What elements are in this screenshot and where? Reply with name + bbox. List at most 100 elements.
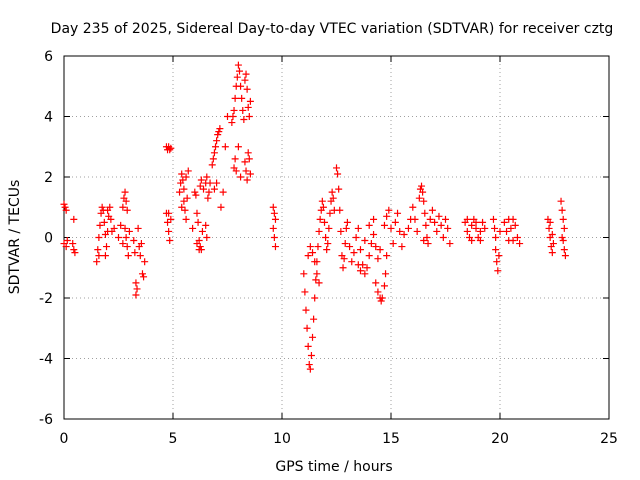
data-point [209, 155, 217, 163]
data-point [370, 230, 378, 238]
data-point [196, 182, 204, 190]
data-point [208, 161, 216, 169]
x-axis-label: GPS time / hours [275, 459, 392, 475]
data-point [463, 227, 471, 235]
data-point [548, 230, 556, 238]
data-point [361, 270, 369, 278]
data-point [476, 237, 484, 245]
data-point [396, 227, 404, 235]
data-point [418, 182, 426, 190]
data-point [422, 221, 430, 229]
data-point [500, 218, 508, 226]
data-point [400, 230, 408, 238]
data-point [229, 113, 237, 120]
data-point [191, 188, 199, 196]
data-point [516, 240, 524, 248]
data-point [166, 237, 174, 245]
data-point [179, 176, 187, 184]
data-point [378, 294, 386, 302]
data-point [428, 206, 436, 214]
data-point [203, 234, 211, 241]
data-point [391, 218, 399, 226]
data-point [242, 70, 250, 78]
data-point [243, 176, 251, 184]
data-point [245, 155, 253, 163]
x-tick-label: 25 [600, 431, 618, 447]
data-point [244, 103, 252, 111]
data-point [269, 203, 277, 211]
data-point [305, 361, 313, 369]
data-point [269, 224, 277, 232]
data-point [431, 218, 439, 226]
data-point [356, 246, 364, 254]
data-point [361, 237, 369, 245]
data-point [121, 224, 129, 232]
data-point [95, 234, 103, 241]
data-point [372, 243, 380, 251]
data-point [245, 113, 253, 120]
data-point [318, 197, 326, 205]
data-point [137, 240, 145, 248]
data-point [100, 218, 108, 226]
data-point [70, 215, 78, 223]
data-point [180, 197, 188, 205]
data-point [215, 128, 223, 136]
data-point [95, 252, 103, 260]
data-point [178, 170, 186, 178]
data-point [354, 261, 362, 269]
data-point [365, 252, 373, 260]
data-point [117, 221, 125, 229]
data-point [167, 215, 175, 223]
data-point [545, 224, 553, 232]
data-point [63, 237, 71, 245]
data-point [122, 197, 130, 205]
data-point [124, 252, 132, 260]
data-point [61, 203, 69, 211]
data-point [202, 221, 210, 229]
y-axis-label: SDTVAR / TECUs [7, 180, 23, 295]
data-point [496, 227, 504, 235]
data-point [444, 224, 452, 232]
data-point [363, 264, 371, 272]
data-point [303, 324, 311, 332]
data-point [304, 342, 312, 350]
data-point [216, 125, 224, 133]
x-tick-label: 5 [169, 431, 178, 447]
data-point [306, 243, 314, 251]
data-point [311, 294, 319, 302]
data-point [243, 85, 251, 93]
data-point [560, 246, 568, 254]
data-point [374, 288, 382, 296]
data-point [93, 258, 101, 266]
data-point [437, 221, 445, 229]
data-point [489, 215, 497, 223]
data-point [196, 243, 204, 251]
data-point [123, 243, 131, 251]
data-point [472, 218, 480, 226]
data-point [557, 197, 565, 205]
data-point [270, 234, 278, 241]
data-point [194, 218, 202, 226]
data-point [548, 249, 556, 257]
data-point [494, 267, 502, 275]
data-point [193, 209, 201, 217]
data-point [420, 237, 428, 245]
data-point [119, 203, 127, 211]
data-point [141, 258, 149, 266]
data-point [383, 212, 391, 220]
data-point [356, 267, 364, 275]
tick-labels: 0 5 10 15 20 25 -6 -4 -2 0 2 4 6 [39, 49, 618, 447]
data-point [193, 240, 201, 248]
data-point [119, 240, 127, 248]
data-point [507, 224, 515, 232]
data-point [343, 218, 351, 226]
data-point [101, 252, 109, 260]
data-point [513, 234, 521, 241]
data-point [348, 258, 356, 266]
data-point [326, 209, 334, 217]
data-point [213, 179, 221, 187]
data-point [383, 252, 391, 260]
data-point [426, 215, 434, 223]
data-point [134, 224, 142, 232]
